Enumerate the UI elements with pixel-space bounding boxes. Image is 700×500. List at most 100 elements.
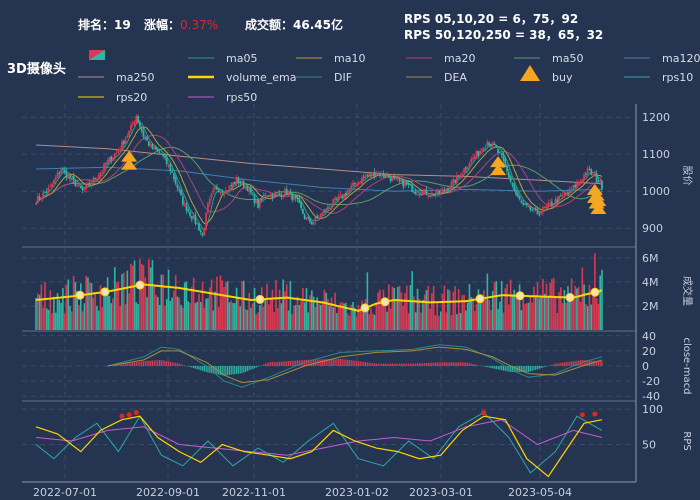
candle-body bbox=[361, 177, 363, 184]
macd-tick-label: 20 bbox=[642, 345, 656, 358]
volume-axis-label: 成交量 bbox=[681, 276, 694, 306]
candle-body bbox=[588, 169, 591, 171]
candle-body bbox=[511, 183, 514, 186]
volume-bar bbox=[508, 304, 510, 330]
volume-bar bbox=[416, 288, 419, 330]
candle-body bbox=[162, 154, 165, 157]
volume-bar bbox=[465, 310, 467, 330]
volume-bar bbox=[237, 296, 240, 330]
rps10-line bbox=[35, 411, 603, 474]
volume-bar bbox=[146, 297, 148, 330]
candle-body bbox=[500, 153, 503, 155]
candle-body bbox=[158, 152, 161, 154]
candle-body bbox=[350, 185, 353, 189]
candle-body bbox=[257, 199, 260, 209]
volume-bar bbox=[153, 284, 156, 330]
candle-body bbox=[475, 150, 478, 157]
volume-bar bbox=[572, 296, 575, 330]
candle-body bbox=[339, 194, 342, 196]
candle-body bbox=[70, 177, 73, 180]
volume-marker bbox=[255, 294, 265, 304]
candle-body bbox=[493, 144, 496, 146]
candle-body bbox=[153, 146, 156, 150]
rps-line-2: RPS 50,120,250 = 38，65，32 bbox=[404, 28, 604, 42]
volume-bar bbox=[87, 277, 89, 330]
volume-bar bbox=[189, 302, 191, 330]
candle-body bbox=[404, 182, 406, 187]
candle-body bbox=[113, 153, 116, 159]
candle-body bbox=[438, 190, 440, 195]
candle-body bbox=[90, 183, 93, 186]
candle-body bbox=[362, 176, 365, 178]
candle-body bbox=[217, 190, 220, 193]
legend-item-dea: DEA bbox=[406, 71, 467, 84]
volume-bar bbox=[305, 288, 308, 330]
ma20-line bbox=[35, 134, 603, 214]
candle-body bbox=[35, 203, 37, 205]
candle-body bbox=[284, 189, 286, 195]
legend-item-ma20: ma20 bbox=[406, 52, 475, 65]
volume-bar bbox=[375, 303, 378, 330]
volume-bar bbox=[531, 302, 533, 330]
volume-bar bbox=[210, 279, 213, 330]
volume-bar bbox=[103, 291, 105, 330]
candle-body bbox=[178, 189, 181, 191]
volume-bar bbox=[518, 284, 521, 330]
candle-body bbox=[63, 169, 66, 172]
volume-bar bbox=[325, 292, 327, 330]
candle-body bbox=[291, 193, 294, 200]
legend-label: rps50 bbox=[226, 91, 257, 104]
candle-body bbox=[353, 182, 356, 184]
volume-bar bbox=[592, 295, 594, 330]
volume-bar bbox=[495, 281, 498, 330]
macd-axis-label: close-macd bbox=[681, 337, 692, 394]
rank-text: 排名：19 bbox=[78, 16, 131, 33]
candle-body bbox=[251, 193, 254, 195]
candle-body bbox=[502, 153, 505, 161]
volume-marker bbox=[590, 287, 600, 297]
change-value: 0.37% bbox=[180, 18, 219, 32]
candle-body bbox=[293, 196, 295, 200]
volume-bar bbox=[556, 313, 559, 330]
volume-bar bbox=[450, 315, 453, 330]
volume-bar bbox=[497, 308, 499, 330]
legend-label: volume_ema bbox=[226, 71, 296, 84]
candle-body bbox=[479, 151, 482, 155]
volume-bar bbox=[60, 302, 62, 330]
candle-body bbox=[223, 193, 225, 195]
volume-bar bbox=[228, 302, 231, 330]
legend-label: DIF bbox=[334, 71, 352, 84]
volume-bar bbox=[366, 272, 369, 330]
candle-body bbox=[595, 173, 598, 182]
volume-bar bbox=[511, 294, 514, 330]
candle-body bbox=[391, 177, 394, 182]
candle-body bbox=[516, 193, 519, 197]
ma10-line bbox=[35, 126, 603, 225]
macd-tick-label: -20 bbox=[642, 375, 660, 388]
price-axis-label: 股价 bbox=[681, 166, 693, 186]
volume-bar bbox=[524, 303, 526, 330]
candle-body bbox=[366, 174, 369, 176]
candle-body bbox=[164, 155, 166, 158]
volume-bar bbox=[517, 295, 519, 330]
candle-body bbox=[396, 178, 399, 180]
candle-body bbox=[457, 175, 460, 177]
turnover-value: 46.45亿 bbox=[293, 18, 343, 32]
volume-bar bbox=[81, 311, 84, 330]
candle-body bbox=[477, 150, 480, 156]
volume-bar bbox=[373, 314, 376, 330]
candle-body bbox=[112, 157, 114, 160]
candle-body bbox=[294, 194, 297, 199]
candle-body bbox=[147, 141, 150, 146]
candle-body bbox=[203, 228, 206, 236]
candle-body bbox=[144, 137, 147, 139]
volume-bar bbox=[418, 298, 421, 330]
volume-bar bbox=[282, 279, 284, 330]
volume-bar bbox=[404, 293, 406, 330]
volume-bar bbox=[321, 300, 324, 330]
volume-bar bbox=[567, 286, 569, 330]
volume-bar bbox=[414, 312, 417, 330]
candle-body bbox=[262, 195, 265, 199]
rps-high-marker bbox=[579, 412, 585, 418]
candle-body bbox=[190, 215, 193, 219]
